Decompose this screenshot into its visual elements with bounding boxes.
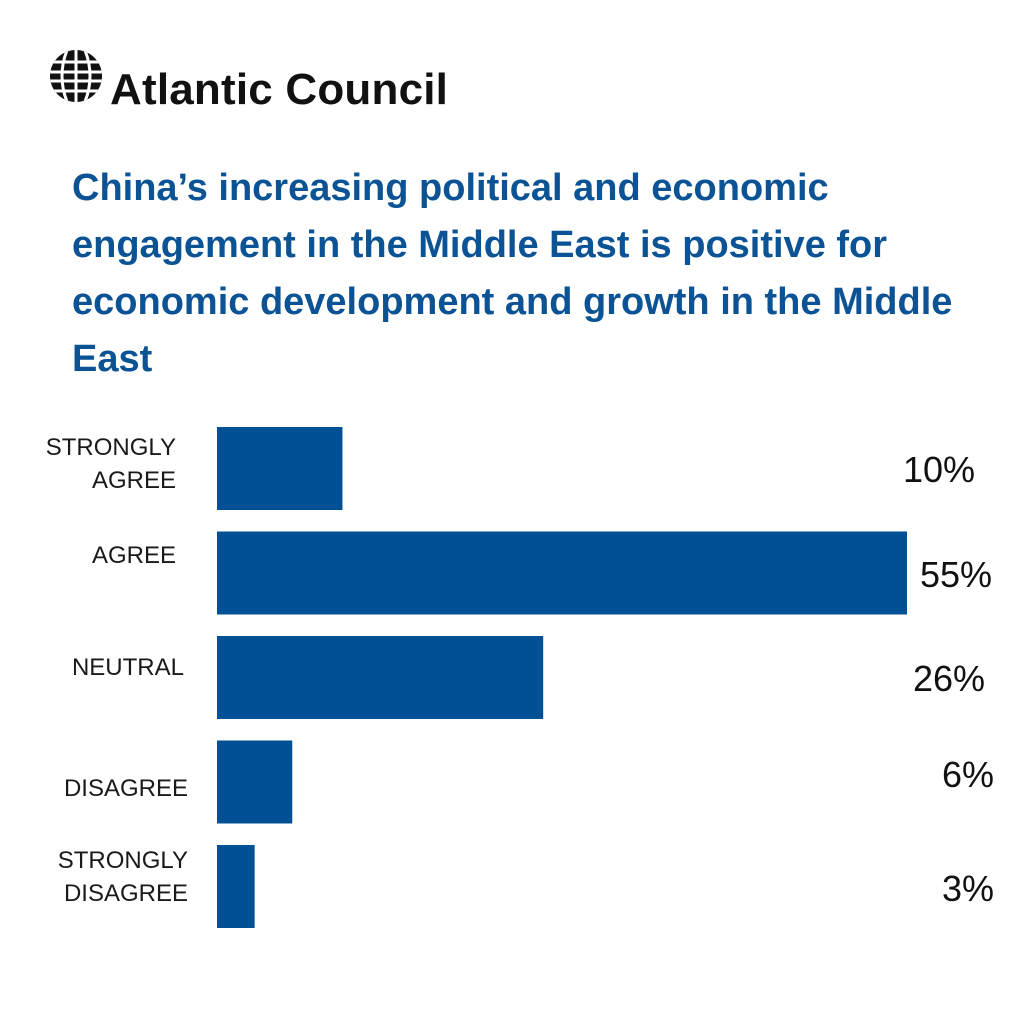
category-label-4: STRONGLY DISAGREE (58, 847, 188, 907)
bar-0 (217, 427, 343, 510)
category-label-line: DISAGREE (64, 880, 188, 907)
globe-grid-icon (50, 50, 102, 102)
category-label-2: NEUTRAL (72, 654, 184, 681)
category-label-1: AGREE (92, 542, 176, 569)
category-label-line: AGREE (92, 467, 176, 494)
brand-name: Atlantic Council (110, 65, 449, 114)
bar-1 (217, 531, 907, 615)
bar-4 (217, 845, 255, 928)
value-label-1: 55% (920, 554, 992, 595)
category-label-line: STRONGLY (58, 847, 188, 874)
bar-2 (217, 636, 544, 719)
value-label-4: 3% (942, 868, 994, 909)
category-label-3: DISAGREE (64, 775, 188, 802)
brand-header: Atlantic Council (48, 48, 448, 112)
category-label-0: STRONGLY AGREE (46, 434, 176, 494)
category-labels-group: STRONGLY AGREEAGREENEUTRALDISAGREESTRONGL… (46, 434, 188, 907)
category-label-line: NEUTRAL (72, 654, 184, 681)
value-label-0: 10% (903, 449, 975, 490)
bar-3 (217, 740, 293, 824)
value-label-2: 26% (913, 658, 985, 699)
value-labels-group: 10% 55% 26% 6% 3% (903, 449, 994, 909)
bars-group (217, 427, 907, 928)
category-label-line: DISAGREE (64, 775, 188, 802)
value-label-3: 6% (942, 754, 994, 795)
category-label-line: STRONGLY (46, 434, 176, 461)
chart-title: China’s increasing political and economi… (72, 167, 953, 380)
category-label-line: AGREE (92, 542, 176, 569)
